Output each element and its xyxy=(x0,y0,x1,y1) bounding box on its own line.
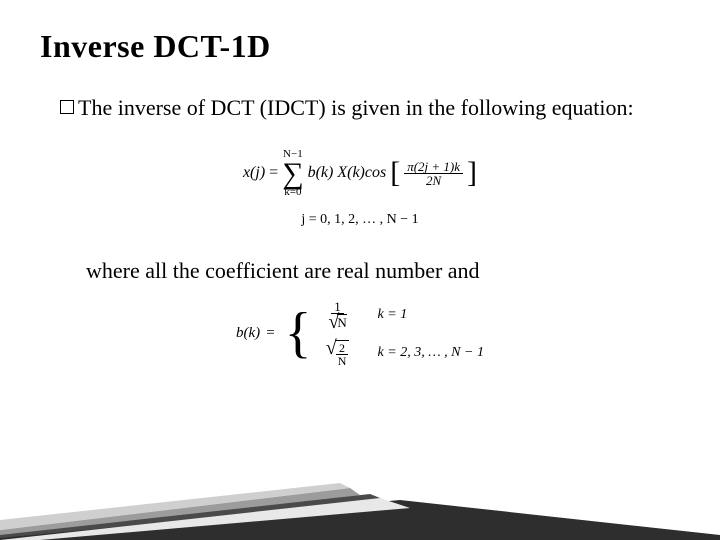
case2-value: √ 2 N xyxy=(326,340,350,367)
sigma-icon: N−1 ∑ k=0 xyxy=(282,149,303,198)
slide: Inverse DCT-1D The inverse of DCT (IDCT)… xyxy=(0,0,720,540)
sum-lower: k=0 xyxy=(284,187,301,198)
frac-den: 2N xyxy=(423,174,444,187)
where-text: where all the coefficient are real numbe… xyxy=(40,258,680,284)
case1-value: 1 √N xyxy=(325,300,349,330)
case-row: √ 2 N k = 2, 3, … , N − 1 xyxy=(318,340,484,367)
case2-condition: k = 2, 3, … , N − 1 xyxy=(378,345,484,361)
sqrt-den: N xyxy=(337,314,346,329)
idct-formula: x(j) = N−1 ∑ k=0 b(k) X(k)cos [ π(2j + 1… xyxy=(40,149,680,198)
left-bracket-icon: [ xyxy=(390,161,400,185)
equals-sign: = xyxy=(266,325,274,342)
piecewise-definition: b(k) = { 1 √N k = 1 xyxy=(40,300,680,367)
formula-fraction: π(2j + 1)k 2N xyxy=(404,160,463,187)
equals-sign: = xyxy=(269,164,278,182)
piecewise-lhs: b(k) xyxy=(236,325,260,342)
bullet-line: The inverse of DCT (IDCT) is given in th… xyxy=(60,93,670,123)
case2-num: 2 xyxy=(336,342,348,355)
formula-lhs: x(j) xyxy=(243,164,265,182)
slide-decoration xyxy=(0,480,720,540)
brace-icon: { xyxy=(285,311,312,356)
right-bracket-icon: ] xyxy=(467,161,477,185)
bullet-text: The inverse of DCT (IDCT) is given in th… xyxy=(78,93,670,123)
piecewise-cases: 1 √N k = 1 √ xyxy=(318,300,484,367)
bullet-icon xyxy=(60,100,74,114)
formula-domain: j = 0, 1, 2, … , N − 1 xyxy=(40,212,680,228)
formula-coeff: b(k) X(k)cos xyxy=(308,164,387,182)
sqrt-den: N xyxy=(335,355,350,367)
case-row: 1 √N k = 1 xyxy=(318,300,484,330)
sqrt-icon: √N xyxy=(328,314,346,330)
frac-num: π(2j + 1)k xyxy=(404,160,463,174)
slide-title: Inverse DCT-1D xyxy=(40,28,680,65)
case1-condition: k = 1 xyxy=(378,307,408,323)
bullet-block: The inverse of DCT (IDCT) is given in th… xyxy=(40,93,680,123)
